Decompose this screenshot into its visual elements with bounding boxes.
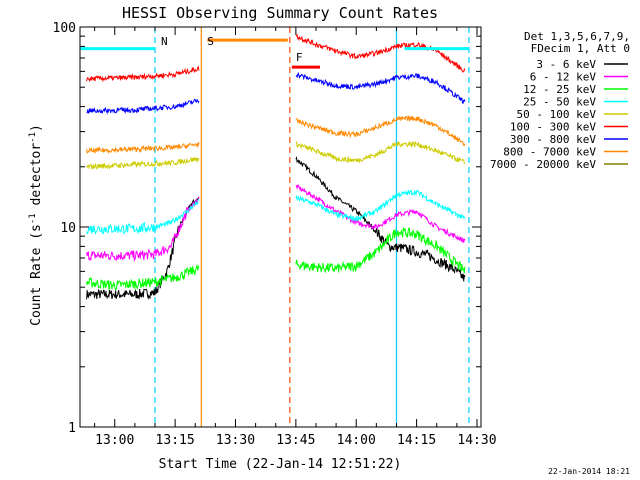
legend-label-1: 6 - 12 keV bbox=[530, 71, 597, 84]
series-0-segment-1 bbox=[295, 155, 466, 282]
series-7-segment-0 bbox=[86, 141, 200, 155]
chart-title: HESSI Observing Summary Count Rates bbox=[122, 4, 438, 22]
series-2-segment-1 bbox=[295, 227, 466, 274]
y-tick-label-0: 1 bbox=[68, 421, 76, 436]
flag-bars bbox=[80, 38, 469, 69]
series-3-segment-1 bbox=[295, 188, 466, 223]
legend-label-2: 12 - 25 keV bbox=[523, 83, 596, 96]
legend-label-3: 25 - 50 keV bbox=[523, 96, 596, 109]
x-tick-label-1: 13:15 bbox=[156, 433, 195, 448]
series-3-segment-0 bbox=[86, 198, 200, 235]
legend-label-6: 300 - 800 keV bbox=[510, 133, 596, 146]
event-marker-label-N: N bbox=[161, 35, 168, 48]
legend-header-1: Det 1,3,5,6,7,9, bbox=[524, 30, 630, 43]
legend-label-5: 100 - 300 keV bbox=[510, 121, 596, 134]
x-tick-label-4: 14:00 bbox=[337, 433, 376, 448]
event-marker-lines bbox=[154, 27, 470, 427]
legend-header-2: FDecim 1, Att 0 bbox=[531, 42, 630, 55]
y-axis: 1 10 100 bbox=[53, 21, 481, 436]
legend-label-0: 3 - 6 keV bbox=[536, 58, 596, 71]
series-1-segment-0 bbox=[86, 196, 200, 262]
y-tick-label-2: 100 bbox=[53, 21, 76, 36]
series-6-segment-1 bbox=[295, 71, 466, 104]
x-tick-label-2: 13:30 bbox=[216, 433, 255, 448]
series-5-segment-0 bbox=[86, 65, 200, 83]
event-marker-label-S: S bbox=[207, 35, 214, 48]
series-4-segment-0 bbox=[86, 156, 200, 170]
x-tick-label-3: 13:45 bbox=[276, 433, 315, 448]
x-tick-label-0: 13:00 bbox=[95, 433, 134, 448]
series-5-segment-1 bbox=[295, 33, 466, 73]
y-axis-label-close: ) bbox=[29, 124, 44, 132]
legend-label-8: 7000 - 20000 keV bbox=[490, 158, 596, 171]
x-axis-label: Start Time (22-Jan-14 12:51:22) bbox=[159, 457, 402, 472]
y-axis-label: Count Rate (s-1 detector-1) bbox=[28, 124, 44, 326]
x-tick-label-5: 14:15 bbox=[397, 433, 436, 448]
y-axis-label-main: Count Rate (s bbox=[29, 224, 44, 326]
legend: Det 1,3,5,6,7,9, FDecim 1, Att 0 3 - 6 k… bbox=[490, 30, 630, 171]
footer-date: 22-Jan-2014 18:21 bbox=[548, 467, 630, 476]
y-axis-label-detector: detector bbox=[29, 143, 44, 214]
y-axis-label-sup-2: -1 bbox=[28, 132, 38, 143]
event-marker-label-F: F bbox=[296, 51, 303, 64]
series-2-segment-0 bbox=[86, 264, 200, 291]
legend-label-4: 50 - 100 keV bbox=[517, 108, 597, 121]
y-tick-label-1: 10 bbox=[60, 221, 76, 236]
legend-label-7: 800 - 7000 keV bbox=[503, 146, 596, 159]
x-axis: 13:00 13:15 13:30 13:45 14:00 14:15 14:30 bbox=[94, 27, 497, 448]
series-7-segment-1 bbox=[295, 114, 466, 147]
series-lines bbox=[86, 33, 466, 301]
series-4-segment-1 bbox=[295, 140, 466, 165]
x-tick-label-6: 14:30 bbox=[457, 433, 496, 448]
y-axis-label-sup-1: -1 bbox=[28, 213, 38, 224]
event-marker-labels: N S F bbox=[161, 35, 302, 64]
series-1-segment-1 bbox=[295, 184, 466, 244]
series-6-segment-0 bbox=[86, 98, 200, 115]
